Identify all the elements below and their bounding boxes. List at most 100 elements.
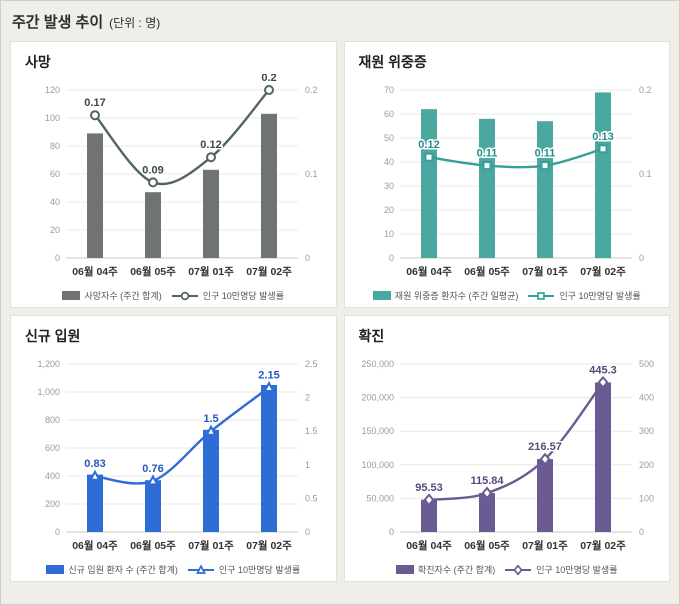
svg-text:0: 0 — [389, 253, 394, 263]
legend-label: 인구 10만명당 발생률 — [218, 565, 301, 575]
legend-item-bar-series: 확진자수 (주간 합계) — [395, 563, 496, 576]
svg-text:200: 200 — [639, 460, 654, 470]
chart-severe-cases: 0 10 20 30 40 50 60 70 0 0.1 0.2 06월 04주 06월 05주 07월 … — [353, 74, 662, 286]
svg-text:250,000: 250,000 — [361, 359, 394, 369]
line-series-legend-icon — [171, 290, 199, 302]
svg-text:06월 05주: 06월 05주 — [130, 265, 176, 278]
svg-text:216.57: 216.57 — [528, 441, 562, 453]
svg-text:800: 800 — [45, 415, 60, 425]
svg-text:1,000: 1,000 — [38, 387, 61, 397]
svg-text:0.2: 0.2 — [262, 74, 277, 84]
chart-legend-new-admissions: 신규 입원 환자 수 (주간 합계) 인구 10만명당 발생률 — [19, 563, 328, 576]
chart-panel-confirmed: 확진 0 50,000 100,000 150,000 200,000 250,000 0 1… — [343, 315, 670, 582]
svg-text:0.12: 0.12 — [418, 139, 439, 151]
bar-series-legend-icon — [62, 291, 81, 300]
svg-text:1.5: 1.5 — [305, 426, 318, 436]
svg-text:20: 20 — [50, 225, 60, 235]
svg-text:06월 04주: 06월 04주 — [72, 265, 118, 278]
svg-text:50: 50 — [384, 133, 394, 143]
svg-text:0.2: 0.2 — [305, 85, 318, 95]
svg-text:0.11: 0.11 — [534, 148, 555, 160]
svg-text:07월 02주: 07월 02주 — [580, 265, 626, 278]
svg-text:0: 0 — [305, 527, 310, 537]
svg-text:0: 0 — [55, 253, 60, 263]
charts-grid: 사망 0 20 40 60 80 100 120 0 0.1 0.2 06월 04주 06월 05주 0… — [10, 41, 670, 582]
svg-text:10: 10 — [384, 229, 394, 239]
svg-text:0.5: 0.5 — [305, 493, 318, 503]
svg-text:06월 04주: 06월 04주 — [72, 539, 118, 552]
legend-label: 확진자수 (주간 합계) — [417, 565, 496, 575]
svg-text:600: 600 — [45, 443, 60, 453]
svg-text:0.17: 0.17 — [85, 97, 106, 109]
legend-item-line-series: 인구 10만명당 발생률 — [527, 289, 641, 302]
bar-series-legend-icon — [395, 565, 414, 574]
svg-text:06월 04주: 06월 04주 — [406, 265, 452, 278]
svg-text:60: 60 — [50, 169, 60, 179]
svg-text:06월 04주: 06월 04주 — [406, 539, 452, 552]
svg-text:40: 40 — [50, 197, 60, 207]
svg-text:0.1: 0.1 — [639, 169, 652, 179]
svg-text:1.5: 1.5 — [204, 413, 219, 425]
svg-text:95.53: 95.53 — [415, 482, 443, 494]
svg-text:100,000: 100,000 — [361, 460, 394, 470]
chart-title-severe-cases: 재원 위중증 — [358, 54, 427, 70]
legend-item-bar-series: 사망자수 (주간 합계) — [62, 289, 162, 302]
svg-text:300: 300 — [639, 426, 654, 436]
chart-confirmed: 0 50,000 100,000 150,000 200,000 250,000 0 100 2… — [353, 348, 662, 560]
svg-text:06월 05주: 06월 05주 — [464, 265, 510, 278]
legend-label: 신규 입원 환자 수 (주간 합계) — [68, 565, 178, 575]
svg-text:0.2: 0.2 — [639, 85, 652, 95]
weekly-trend-dashboard: 주간 발생 추이 (단위 : 명) 사망 0 20 40 60 80 100 120 0 0.1… — [1, 1, 679, 590]
svg-text:1: 1 — [305, 460, 310, 470]
svg-text:07월 01주: 07월 01주 — [522, 265, 568, 278]
svg-text:0: 0 — [389, 527, 394, 537]
legend-item-bar-series: 재원 위중증 환자수 (주간 일평균) — [372, 289, 518, 302]
svg-text:2.5: 2.5 — [305, 359, 318, 369]
svg-text:500: 500 — [639, 359, 654, 369]
svg-text:200,000: 200,000 — [361, 393, 394, 403]
svg-text:07월 02주: 07월 02주 — [580, 539, 626, 552]
chart-panel-new-admissions: 신규 입원 0 200 400 600 800 1,000 1,200 0 0.5 1 1.5 2 2.… — [10, 315, 337, 582]
svg-text:30: 30 — [384, 181, 394, 191]
svg-text:0.11: 0.11 — [476, 148, 497, 160]
svg-text:40: 40 — [384, 157, 394, 167]
bar-series-legend-icon — [372, 291, 391, 300]
line-series-legend-icon — [504, 563, 532, 576]
svg-text:07월 01주: 07월 01주 — [188, 265, 234, 278]
svg-text:445.3: 445.3 — [589, 364, 617, 376]
legend-item-line-series: 인구 10만명당 발생률 — [171, 289, 284, 302]
svg-text:50,000: 50,000 — [366, 493, 394, 503]
svg-text:2: 2 — [305, 393, 310, 403]
line-series-legend-icon — [187, 563, 215, 576]
chart-legend-severe-cases: 재원 위중증 환자수 (주간 일평균) 인구 10만명당 발생률 — [353, 289, 662, 302]
chart-svg: 0 200 400 600 800 1,000 1,200 0 0.5 1 1.5 2 2.5 06월 0… — [38, 359, 318, 552]
legend-label: 인구 10만명당 발생률 — [559, 291, 641, 301]
line-series-legend-icon — [527, 290, 555, 302]
svg-text:60: 60 — [384, 109, 394, 119]
page-title: 주간 발생 추이 — [12, 14, 104, 31]
chart-svg: 0 20 40 60 80 100 120 0 0.1 0.2 06월 04주 06월 05주 07월 … — [45, 74, 318, 278]
svg-text:70: 70 — [384, 85, 394, 95]
chart-title-confirmed: 확진 — [358, 328, 385, 344]
svg-text:0.83: 0.83 — [85, 458, 106, 470]
svg-text:120: 120 — [45, 85, 60, 95]
svg-text:20: 20 — [384, 205, 394, 215]
chart-panel-deaths: 사망 0 20 40 60 80 100 120 0 0.1 0.2 06월 04주 06월 05주 0… — [10, 41, 337, 308]
legend-label: 사망자수 (주간 합계) — [84, 291, 162, 301]
svg-text:07월 02주: 07월 02주 — [246, 539, 292, 552]
legend-item-line-series: 인구 10만명당 발생률 — [504, 563, 618, 576]
chart-legend-confirmed: 확진자수 (주간 합계) 인구 10만명당 발생률 — [353, 563, 662, 576]
svg-text:0: 0 — [55, 527, 60, 537]
svg-text:400: 400 — [45, 471, 60, 481]
svg-text:2.15: 2.15 — [259, 370, 280, 382]
svg-text:200: 200 — [45, 499, 60, 509]
chart-title-deaths: 사망 — [25, 54, 51, 70]
chart-deaths: 0 20 40 60 80 100 120 0 0.1 0.2 06월 04주 06월 05주 07월 … — [19, 74, 328, 286]
svg-text:07월 01주: 07월 01주 — [522, 539, 568, 552]
page-unit-label: (단위 : 명) — [109, 16, 161, 30]
chart-title-new-admissions: 신규 입원 — [25, 328, 81, 344]
svg-text:0.76: 0.76 — [143, 463, 164, 475]
legend-item-bar-series: 신규 입원 환자 수 (주간 합계) — [46, 563, 178, 576]
svg-text:0.12: 0.12 — [201, 139, 222, 151]
svg-text:150,000: 150,000 — [361, 426, 394, 436]
